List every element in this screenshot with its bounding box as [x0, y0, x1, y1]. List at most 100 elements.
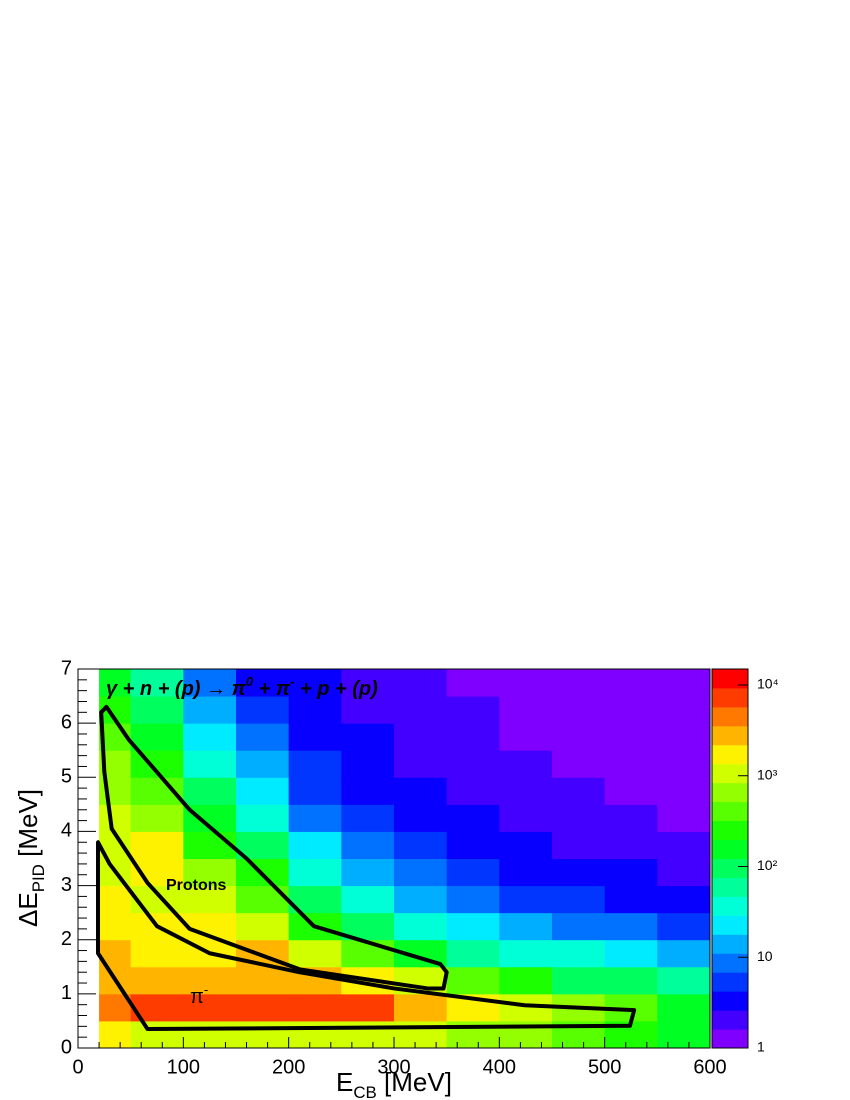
- heatmap-cell: [183, 696, 237, 724]
- heatmap-cell: [99, 912, 132, 941]
- heatmap-cell: [236, 885, 290, 914]
- heatmap-cell: [341, 885, 395, 914]
- heatmap-cell: [657, 912, 711, 941]
- heatmap-cell: [341, 696, 395, 724]
- heatmap-cell: [341, 804, 395, 832]
- z-tick-label: 1: [757, 1039, 765, 1055]
- heatmap-cell: [657, 966, 711, 995]
- colorbar-swatch: [712, 669, 748, 689]
- heatmap-cell: [288, 777, 342, 805]
- heatmap-cell: [604, 831, 658, 859]
- colorbar-swatch: [712, 801, 748, 822]
- heatmap-cell: [99, 804, 132, 832]
- heatmap-cell: [394, 912, 448, 941]
- heatmap-cell: [130, 669, 184, 697]
- z-tick-label: 10⁴: [757, 676, 779, 692]
- cut-label: Protons: [166, 877, 227, 894]
- heatmap-cell: [99, 1020, 132, 1049]
- colorbar-swatch: [712, 972, 748, 992]
- heatmap-cell: [657, 723, 711, 751]
- y-axis-title: ΔEPID [MeV]: [13, 789, 48, 927]
- heatmap-cell: [657, 804, 711, 832]
- heatmap-cell: [341, 750, 395, 778]
- heatmap-cell: [446, 966, 500, 995]
- heatmap-cell: [499, 831, 553, 859]
- heatmap-cell: [604, 939, 658, 968]
- heatmap-cell: [394, 885, 448, 914]
- heatmap-cell: [499, 966, 553, 995]
- heatmap-cell: [552, 804, 606, 832]
- colorbar-swatch: [712, 896, 748, 916]
- heatmap-cell: [341, 1020, 395, 1049]
- heatmap-cell: [657, 777, 711, 805]
- heatmap-cell: [552, 723, 606, 751]
- heatmap-cell: [499, 885, 553, 914]
- x-axis-title: ECB [MeV]: [336, 1067, 452, 1100]
- heatmap-cell: [499, 858, 553, 887]
- heatmap-cell: [236, 993, 290, 1022]
- heatmap-cell: [446, 831, 500, 859]
- heatmap-cell: [394, 750, 448, 778]
- heatmap-cell: [341, 723, 395, 751]
- colorbar-frame: [711, 668, 749, 1049]
- heatmap-cell: [130, 939, 184, 968]
- y-tick-label: 1: [61, 982, 72, 1004]
- text-part: CB: [353, 1083, 376, 1100]
- heatmap-cell: [604, 723, 658, 751]
- heatmap-cell: [288, 858, 342, 887]
- heatmap-cell: [552, 750, 606, 778]
- heatmap-cell: [236, 804, 290, 832]
- y-tick-label: 5: [61, 766, 72, 788]
- heatmap-cell: [552, 885, 606, 914]
- heatmap-cell: [657, 858, 711, 887]
- heatmap-cell: [499, 777, 553, 805]
- heatmap-cell: [130, 885, 184, 914]
- heatmap-cell: [604, 669, 658, 697]
- heatmap-cell: [604, 750, 658, 778]
- y-tick-label: 4: [61, 820, 72, 842]
- heatmap-cell: [236, 777, 290, 805]
- text-part: PID: [29, 864, 48, 892]
- heatmap-cell: [183, 777, 237, 805]
- text-part: [MeV]: [377, 1067, 452, 1097]
- annotation: γ + n + (p) → π0 + π- + p + (p): [106, 674, 378, 700]
- heatmap-cell: [446, 939, 500, 968]
- heatmap-cell: [236, 750, 290, 778]
- heatmap-cell: [130, 696, 184, 724]
- heatmap-cell: [236, 669, 290, 697]
- y-tick-label: 7: [61, 657, 72, 679]
- colorbar-swatch: [712, 915, 748, 935]
- x-tick-label: 600: [693, 1056, 726, 1078]
- heatmap-cell: [446, 858, 500, 887]
- text-part: + n + (p) → π: [117, 678, 246, 700]
- heatmap-cell: [657, 831, 711, 859]
- text-part: ΔE: [13, 892, 43, 927]
- heatmap-cell: [341, 858, 395, 887]
- heatmap-cell: [394, 1020, 448, 1049]
- heatmap-cell: [130, 966, 184, 995]
- heatmap-cell: [552, 966, 606, 995]
- z-tick-label: 10³: [757, 766, 778, 782]
- x-tick-label: 500: [588, 1056, 621, 1078]
- heatmap-cell: [657, 993, 711, 1022]
- heatmap-cell: [236, 1020, 290, 1049]
- heatmap-cell: [236, 912, 290, 941]
- heatmap-cell: [499, 912, 553, 941]
- heatmap-cell: [341, 777, 395, 805]
- colorbar-swatch: [712, 953, 748, 973]
- colorbar-swatch: [712, 839, 748, 859]
- heatmap-cell: [657, 669, 711, 697]
- heatmap-cell: [394, 831, 448, 859]
- heatmap-cell: [552, 696, 606, 724]
- heatmap-cell: [657, 1020, 711, 1049]
- heatmap-cell: [446, 885, 500, 914]
- heatmap-cell: [552, 777, 606, 805]
- colorbar-swatch: [712, 934, 748, 954]
- heatmap-cell: [394, 804, 448, 832]
- heatmap-cell: [446, 669, 500, 697]
- colorbar-swatch: [712, 858, 748, 878]
- heatmap-cell: [604, 912, 658, 941]
- heatmap-cell: [446, 696, 500, 724]
- heatmap-cell: [552, 669, 606, 697]
